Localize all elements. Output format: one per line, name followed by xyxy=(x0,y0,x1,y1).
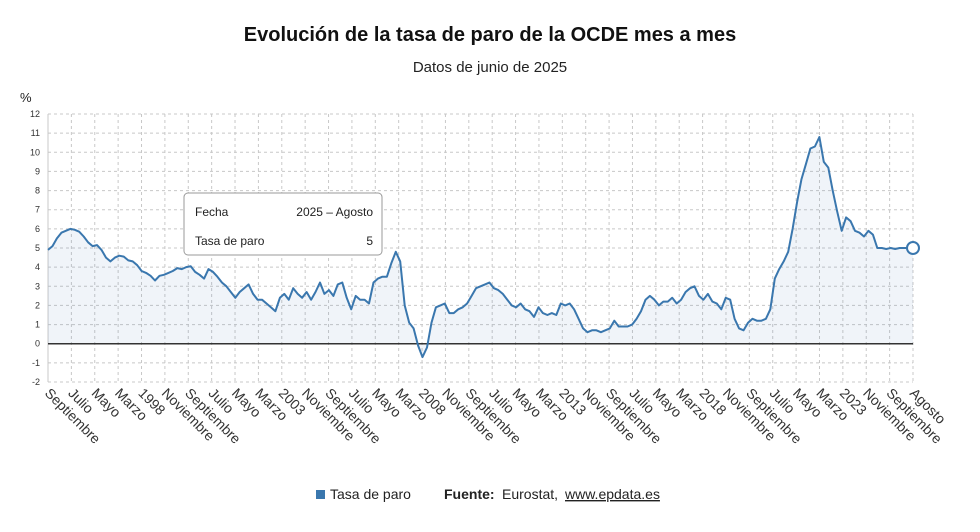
source-link[interactable]: www.epdata.es xyxy=(564,486,660,502)
y-tick-label: -1 xyxy=(32,358,40,368)
y-tick-label: 12 xyxy=(30,109,40,119)
source-text: Eurostat, xyxy=(502,486,558,502)
y-tick-label: -2 xyxy=(32,377,40,387)
tooltip-date-label: Fecha xyxy=(195,205,229,219)
y-tick-label: 1 xyxy=(35,320,40,330)
y-tick-label: 8 xyxy=(35,186,40,196)
legend-swatch xyxy=(316,490,325,499)
y-tick-label: 6 xyxy=(35,224,40,234)
legend[interactable]: Tasa de paro xyxy=(316,486,411,502)
chart-title: Evolución de la tasa de paro de la OCDE … xyxy=(244,24,736,46)
y-tick-label: 11 xyxy=(31,128,40,138)
y-tick-label: 5 xyxy=(35,243,40,253)
y-axis-unit: % xyxy=(20,90,32,105)
y-tick-label: 10 xyxy=(30,147,40,157)
y-tick-label: 2 xyxy=(35,300,40,310)
y-tick-label: 0 xyxy=(35,339,40,349)
series-line-tasa-de-paro xyxy=(47,136,913,359)
y-tick-label: 3 xyxy=(35,281,40,291)
tooltip-box xyxy=(183,192,383,256)
tooltip-date-value: 2025 – Agosto xyxy=(296,205,373,219)
source-note: Fuente: Eurostat, www.epdata.es xyxy=(444,486,660,502)
chart-subtitle: Datos de junio de 2025 xyxy=(413,59,567,76)
tooltip: Fecha 2025 – Agosto Tasa de paro 5 xyxy=(183,192,383,256)
y-tick-label: 4 xyxy=(35,262,40,272)
series-area-tasa-de-paro xyxy=(48,137,913,358)
legend-label: Tasa de paro xyxy=(330,486,411,502)
data-point-last[interactable] xyxy=(906,241,920,255)
x-axis-ticks: SeptiembreJulioMayoMarzo1998NoviembreSep… xyxy=(42,385,949,447)
tooltip-value-label: Tasa de paro xyxy=(195,234,265,248)
y-tick-label: 7 xyxy=(35,205,40,215)
y-tick-label: 9 xyxy=(35,166,40,176)
source-label: Fuente: xyxy=(444,486,495,502)
tooltip-value: 5 xyxy=(366,234,373,248)
grid xyxy=(47,113,914,383)
